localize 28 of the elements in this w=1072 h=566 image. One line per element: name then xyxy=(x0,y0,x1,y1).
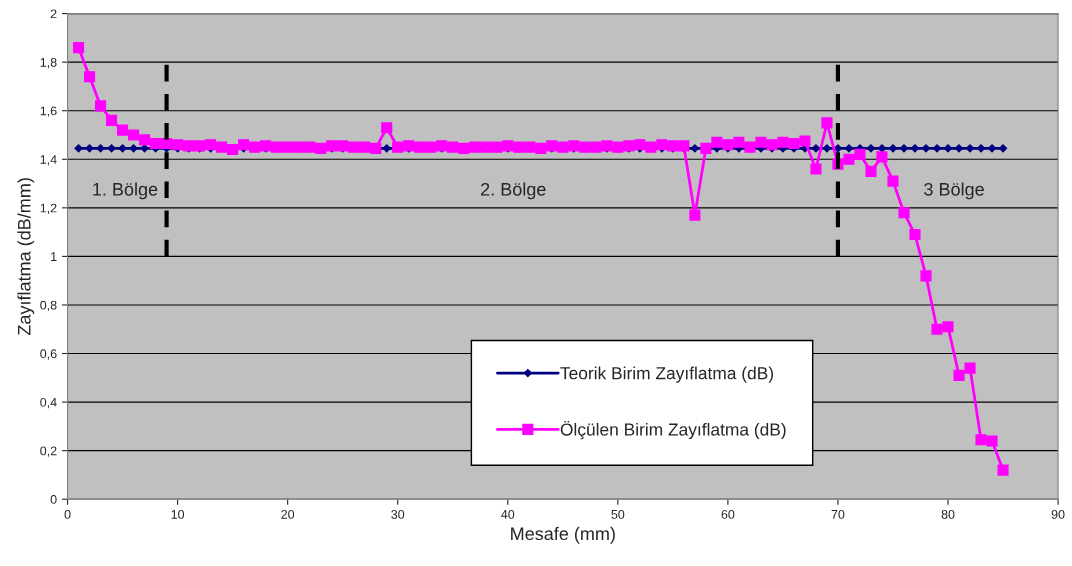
x-tick-label: 80 xyxy=(941,509,955,519)
legend-label: Ölçülen Birim Zayıflatma (dB) xyxy=(560,420,786,440)
y-tick-label: 0,2 xyxy=(40,446,57,457)
annotation: 1. Bölge xyxy=(93,182,158,200)
x-tick-label: 50 xyxy=(611,509,625,519)
x-tick-label: 30 xyxy=(391,509,405,519)
x-axis-title: Mesafe (mm) xyxy=(511,526,615,544)
y-tick-label: 1,2 xyxy=(40,203,57,214)
x-tick-label: 10 xyxy=(171,509,185,519)
y-tick-label: 0 xyxy=(50,495,57,504)
legend-label: Teorik Birim Zayıflatma (dB) xyxy=(560,366,774,383)
annotation: 2. Bölge xyxy=(481,182,546,200)
y-tick-label: 1,4 xyxy=(40,155,57,166)
x-tick-label: 40 xyxy=(501,509,515,519)
y-tick-label: 0,6 xyxy=(40,349,57,360)
x-tick-label: 70 xyxy=(831,509,845,519)
y-axis-title: Zayıflatma (dB/mm) xyxy=(17,178,35,336)
y-tick-label: 1 xyxy=(51,252,57,261)
y-tick-label: 1,6 xyxy=(40,106,57,117)
x-tick-label: 0 xyxy=(64,509,71,519)
annotation: 3 Bölge xyxy=(924,182,984,200)
x-tick-label: 90 xyxy=(1051,509,1065,519)
x-tick-label: 20 xyxy=(281,509,295,519)
y-tick-label: 0,4 xyxy=(40,397,57,409)
x-tick-label: 60 xyxy=(721,509,735,519)
y-tick-label: 0,8 xyxy=(40,300,57,312)
y-tick-label: 2 xyxy=(50,9,57,19)
y-tick-label: 1,8 xyxy=(40,57,57,69)
